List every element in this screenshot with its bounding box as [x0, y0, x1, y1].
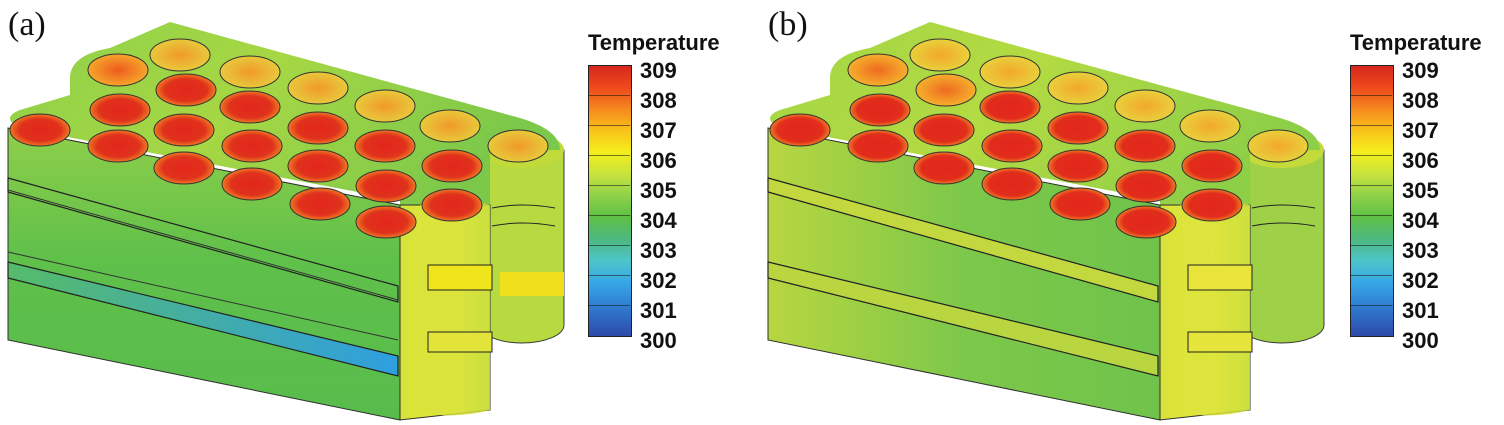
legend-value-304: 304 — [1402, 208, 1439, 233]
temperature-colorbar — [1350, 65, 1394, 337]
temperature-colorbar — [588, 65, 632, 337]
legend-value-305: 305 — [1402, 178, 1439, 203]
legend-title: Temperature — [588, 30, 720, 55]
legend-value-305: 305 — [640, 178, 677, 203]
panel-a: (a) Temperature 309 308 307 306 305 304 … — [7, 6, 720, 421]
legend-value-309: 309 — [1402, 58, 1439, 83]
legend-value-307: 307 — [1402, 118, 1439, 143]
panel-label: (a) — [8, 6, 46, 43]
legend-title: Temperature — [1350, 30, 1482, 55]
legend-value-303: 303 — [1402, 238, 1439, 263]
cell-tops — [9, 38, 549, 239]
back-cylinder — [479, 149, 565, 344]
legend-value-308: 308 — [1402, 88, 1439, 113]
legend-value-309: 309 — [640, 58, 677, 83]
panel-b: (b) Temperature 309 308 307 306 305 304 … — [760, 0, 1504, 425]
panel-label: (b) — [768, 6, 808, 43]
legend-value-302: 302 — [1402, 268, 1439, 293]
legend-value-303: 303 — [640, 238, 677, 263]
legend-value-301: 301 — [640, 298, 677, 323]
legend-value-301: 301 — [1402, 298, 1439, 323]
legend-value-302: 302 — [640, 268, 677, 293]
cooling-channel-lower — [767, 261, 1159, 377]
legend-value-308: 308 — [640, 88, 677, 113]
legend-value-306: 306 — [1402, 148, 1439, 173]
legend-value-300: 300 — [1402, 328, 1439, 353]
cooling-channel-upper — [767, 177, 1159, 303]
legend-value-304: 304 — [640, 208, 677, 233]
cooling-channel-lower — [7, 261, 399, 377]
battery-module-render-a — [7, 22, 565, 421]
cell-tops — [769, 38, 1309, 239]
legend-value-307: 307 — [640, 118, 677, 143]
legend-value-300: 300 — [640, 328, 677, 353]
cooling-channel-upper — [7, 177, 399, 303]
battery-module-render-b — [767, 22, 1325, 421]
legend-value-306: 306 — [640, 148, 677, 173]
